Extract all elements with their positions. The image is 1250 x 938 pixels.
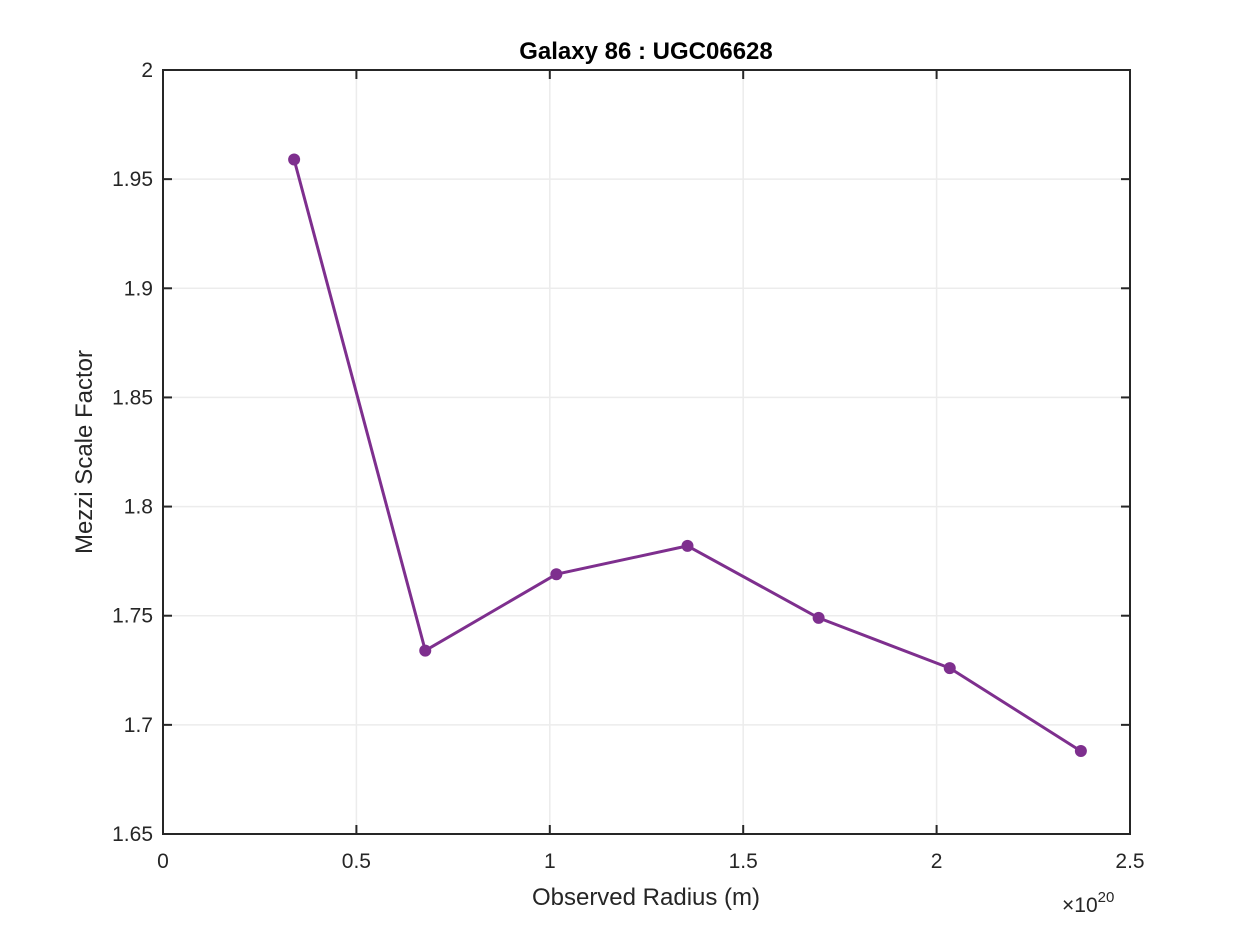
chart-title: Galaxy 86 : UGC06628 xyxy=(519,38,773,65)
y-tick-label: 1.95 xyxy=(112,168,153,191)
plot-area xyxy=(163,70,1130,834)
y-tick-label: 1.85 xyxy=(112,386,153,409)
x-tick-label: 2 xyxy=(931,850,943,873)
x-tick-label: 1 xyxy=(544,850,556,873)
y-axis-label: Mezzi Scale Factor xyxy=(71,350,98,554)
series-layer xyxy=(288,153,1087,758)
x-axis-exponent-power: 20 xyxy=(1098,889,1115,906)
data-point xyxy=(288,153,301,166)
plot-frame xyxy=(162,69,1131,835)
x-tick-label: 0.5 xyxy=(342,850,371,873)
y-tick-label: 2 xyxy=(141,59,153,82)
grid xyxy=(163,70,1130,834)
x-axis-label: Observed Radius (m) xyxy=(532,884,760,911)
x-tick-label: 1.5 xyxy=(729,850,758,873)
ticks xyxy=(162,69,1131,835)
y-tick-label: 1.7 xyxy=(124,714,153,737)
x-tick-label: 0 xyxy=(157,850,169,873)
x-axis-exponent-base: ×10 xyxy=(1062,894,1098,917)
data-point xyxy=(1074,745,1087,758)
y-tick-label: 1.8 xyxy=(124,496,153,519)
tick-labels: 0 0.5 1 1.5 2 2.5 1.65 1.7 1.75 1.8 1.85 1.9 1.95 2 xyxy=(112,59,1144,873)
data-point xyxy=(812,611,825,624)
y-tick-label: 1.75 xyxy=(112,605,153,628)
data-point xyxy=(419,644,432,657)
y-tick-label: 1.65 xyxy=(112,823,153,846)
data-point xyxy=(943,662,956,675)
data-point xyxy=(681,539,694,552)
data-point xyxy=(550,568,563,581)
y-tick-label: 1.9 xyxy=(124,277,153,300)
x-axis-exponent: ×1020 xyxy=(1062,889,1114,917)
x-tick-label: 2.5 xyxy=(1115,850,1144,873)
